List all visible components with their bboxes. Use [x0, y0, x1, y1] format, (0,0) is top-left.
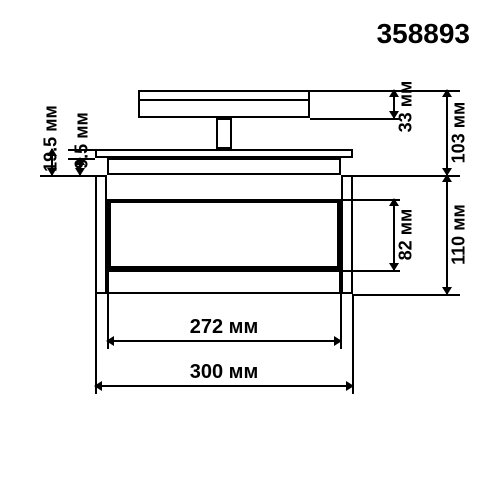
dim-272-arrow: [107, 340, 341, 342]
dim-300-arrow: [95, 385, 353, 387]
plate-inner-line: [138, 99, 310, 101]
base-strip: [107, 270, 341, 294]
frame-thin: [95, 149, 353, 158]
tick: [310, 90, 460, 92]
dim-82: 82 мм: [396, 205, 417, 265]
dim-19-5: 19.5 мм: [41, 104, 62, 174]
main-box: [107, 199, 341, 270]
ceiling-plate: [138, 90, 310, 118]
stem: [216, 118, 232, 149]
body-left-rail: [95, 175, 107, 294]
dim-300: 300 мм: [95, 361, 353, 384]
product-id: 358893: [377, 18, 470, 50]
dim-272: 272 мм: [107, 316, 341, 339]
frame-thick: [107, 158, 341, 175]
drawing-canvas: 358893 9.5 мм 19.5 мм 33 мм 103 мм 82 мм…: [0, 0, 500, 500]
dim-33: 33 мм: [396, 77, 417, 137]
body-right-rail: [341, 175, 353, 294]
dim-103: 103 мм: [449, 100, 470, 166]
tick: [310, 118, 400, 120]
dim-9-5: 9.5 мм: [72, 111, 93, 171]
dim-110: 110 мм: [449, 202, 470, 268]
